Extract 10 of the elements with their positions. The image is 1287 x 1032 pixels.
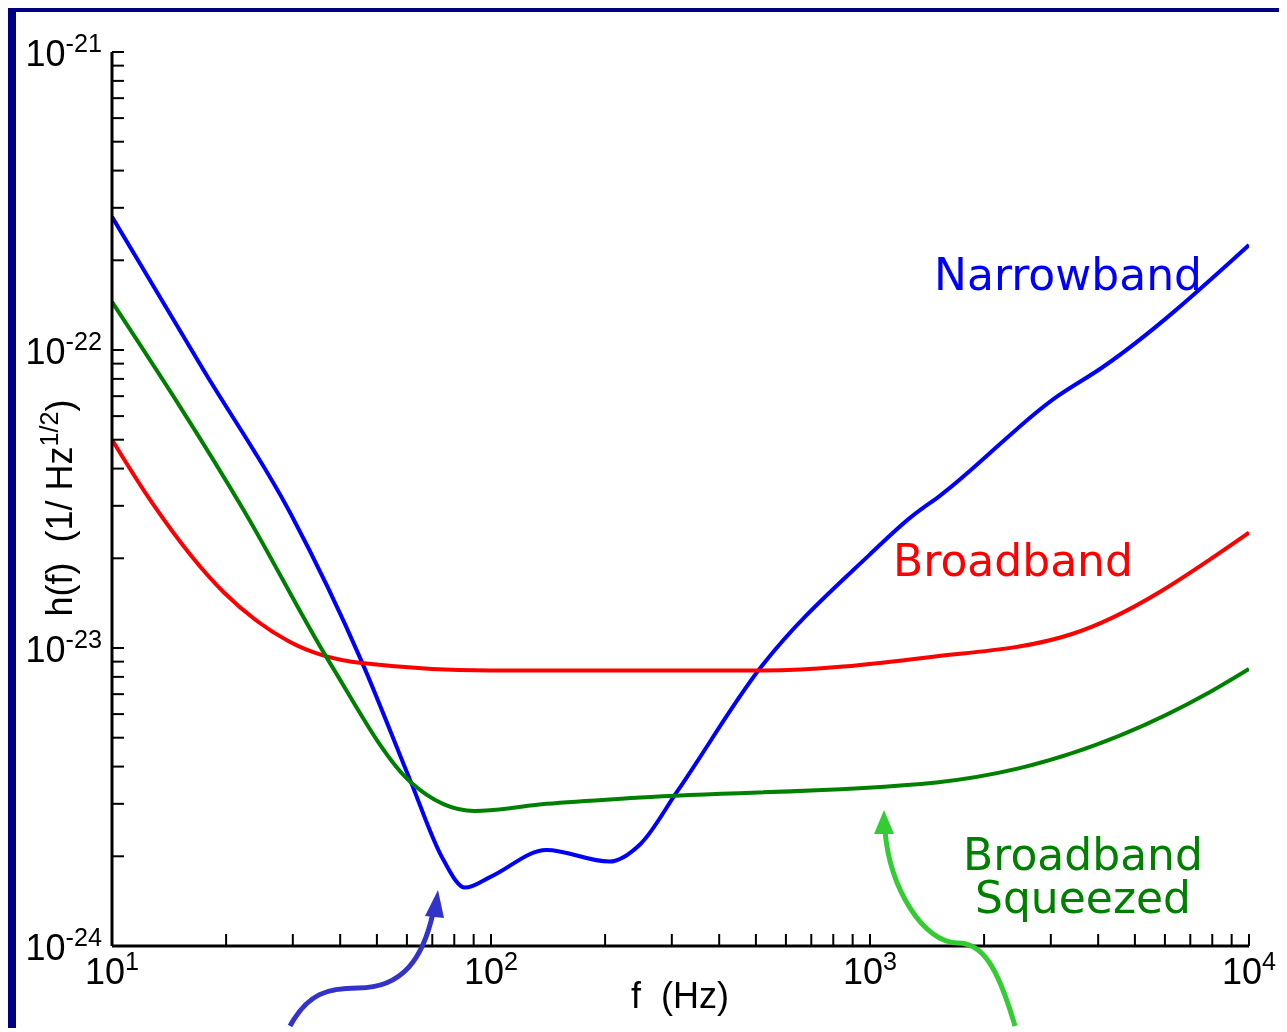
y-tick-label: 10$^{-23}$ xyxy=(25,625,102,670)
series-label: Narrowband xyxy=(934,249,1202,300)
y-tick-label: 10$^{-22}$ xyxy=(25,327,102,372)
x-tick-label: 10$^{4}$ xyxy=(1221,947,1277,992)
y-tick-label: 10$^{-21}$ xyxy=(25,29,102,74)
series-label: Broadband Squeezed xyxy=(963,829,1203,923)
x-tick-label: 10$^{3}$ xyxy=(842,947,898,992)
x-tick-label: 10$^{2}$ xyxy=(463,947,519,992)
series-label: Broadband xyxy=(893,535,1133,586)
x-axis-title: f (Hz) xyxy=(631,975,729,1016)
